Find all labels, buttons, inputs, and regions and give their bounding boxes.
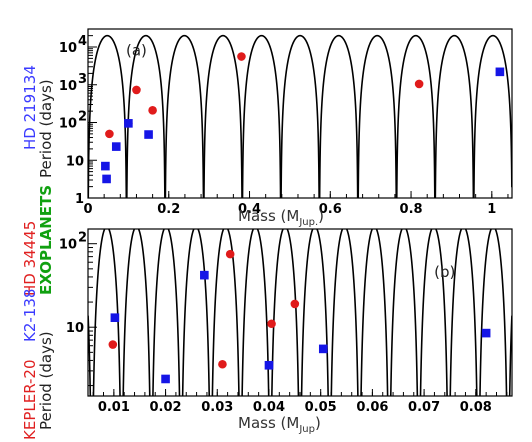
data-point-square	[110, 313, 120, 322]
x-tick-label: 0.06	[356, 400, 388, 415]
curve-arch	[241, 34, 282, 198]
plot-frame	[87, 28, 513, 199]
curve-arch	[211, 229, 240, 396]
x-tick-label: 0.07	[408, 400, 440, 415]
data-point-square	[102, 174, 111, 184]
data-point-square	[144, 130, 153, 139]
curve-arch	[360, 229, 389, 396]
x-tick-label: 0.6	[319, 202, 342, 217]
data-point-circle	[132, 85, 141, 95]
data-point-square	[200, 270, 209, 280]
curve-arch	[395, 34, 436, 198]
curve-arch	[152, 229, 181, 396]
data-point-circle	[108, 340, 118, 349]
x-axis-title: Mass (MJup.)	[238, 207, 324, 228]
curve-arch	[88, 34, 128, 198]
y-tick-label: 10	[59, 117, 77, 132]
data-point-circle	[218, 359, 227, 369]
side-label-hd34445: HD 34445	[21, 221, 39, 296]
panel-tag: (a)	[126, 41, 147, 59]
side-label-kepler-20: KEPLER-20	[21, 359, 39, 440]
data-point-square	[101, 161, 110, 171]
data-point-square	[161, 374, 170, 384]
data-point-square	[318, 344, 328, 354]
curve-arch	[271, 229, 300, 396]
curve-arch	[434, 34, 475, 198]
x-tick-label: 0.01	[98, 400, 130, 415]
data-point-square	[481, 328, 491, 338]
x-tick-label: 0.04	[253, 400, 285, 415]
data-point-circle	[267, 319, 276, 329]
y-tick-exponent: 2	[78, 110, 87, 125]
curve-arch	[203, 34, 243, 198]
x-tick-label: 0.02	[150, 400, 182, 415]
y-tick-exponent: 3	[78, 72, 87, 87]
side-label-exoplanets: EXOPLANETS	[37, 185, 55, 295]
curve-arch	[473, 34, 512, 198]
y-tick-exponent: 4	[78, 34, 87, 49]
x-tick-label: 0.08	[460, 400, 492, 415]
y-tick-label: 10	[66, 154, 84, 169]
curve-arch	[122, 229, 151, 396]
panel-tag: (b)	[434, 263, 455, 281]
data-point-square	[495, 67, 505, 77]
data-point-circle	[290, 299, 300, 309]
y-axis-label-a: Period (days)	[37, 79, 55, 178]
curve-arch	[508, 315, 512, 396]
curve-arch	[164, 34, 205, 198]
curve-arch	[92, 229, 121, 396]
curve-arch	[181, 229, 211, 396]
x-tick-label: 0.8	[400, 202, 423, 217]
curve-arch	[241, 229, 270, 396]
y-tick-label: 10	[59, 79, 77, 94]
curve-arch	[479, 229, 508, 396]
side-label-k2-138: K2-138	[21, 289, 39, 342]
curve-arch	[280, 34, 320, 198]
data-point-circle	[148, 106, 157, 115]
y-tick-label: 10	[59, 238, 77, 253]
curve-arch	[389, 229, 419, 396]
y-tick-exponent: 2	[78, 231, 87, 246]
curve-arch	[357, 34, 398, 198]
y-tick-label: 1	[75, 192, 84, 207]
curve-arch	[330, 229, 359, 396]
data-point-circle	[414, 79, 424, 89]
x-tick-label: 1	[487, 202, 496, 217]
y-axis-label-b: Period (days)	[37, 331, 55, 430]
y-tick-label: 10	[59, 41, 77, 56]
x-tick-label: 0.4	[238, 202, 261, 217]
x-tick-label: 0.2	[157, 202, 180, 217]
x-axis-title: Mass (MJup)	[238, 414, 321, 435]
curve-arch	[126, 34, 166, 198]
curve-arch	[449, 229, 478, 396]
side-labels: HD 219134 HD 34445 K2-138 KEPLER-20 EXOP…	[21, 65, 55, 440]
plot-frame	[87, 228, 513, 397]
data-point-circle	[225, 249, 235, 259]
data-point-square	[264, 360, 274, 370]
data-point-circle	[105, 129, 114, 139]
curve-arch	[419, 229, 448, 396]
x-tick-label: 0.05	[305, 400, 337, 415]
data-point-square	[124, 119, 133, 128]
curve-arch	[318, 34, 359, 198]
x-tick-label: 0	[83, 202, 92, 217]
curve-arch	[300, 229, 329, 396]
data-point-square	[111, 142, 121, 151]
side-label-hd219134: HD 219134	[21, 65, 39, 150]
x-tick-label: 0.03	[201, 400, 233, 415]
y-tick-label: 10	[66, 321, 84, 336]
data-point-circle	[237, 52, 246, 61]
